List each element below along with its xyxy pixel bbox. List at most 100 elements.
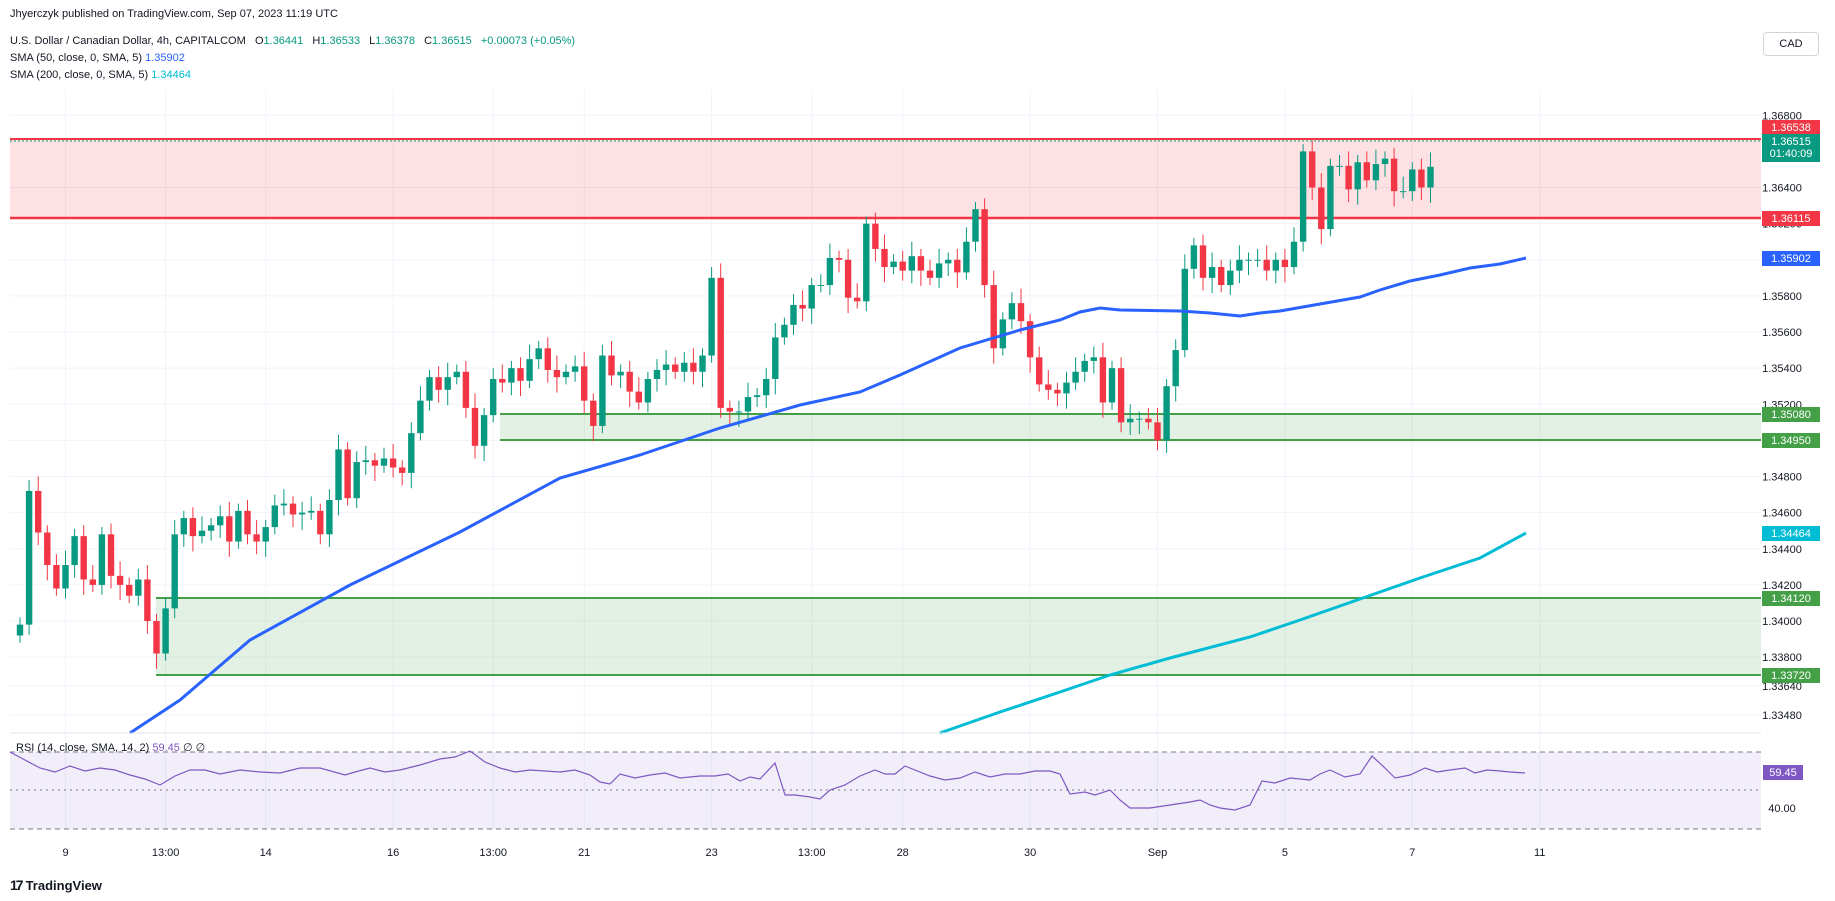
x-tick-label: 13:00 — [479, 847, 507, 859]
candle-body — [553, 369, 561, 378]
rsi-tick-label: 40.00 — [1768, 803, 1796, 815]
x-tick-label: 5 — [1282, 847, 1288, 859]
candle-body — [626, 371, 633, 392]
candle-body — [826, 257, 834, 286]
x-tick-label: 11 — [1534, 847, 1545, 859]
y-tick-label: 1.33640 — [1762, 681, 1802, 693]
sma200-legend[interactable]: SMA (200, close, 0, SMA, 5) 1.34464 — [10, 69, 191, 81]
price-tag: 1.34120 — [1762, 591, 1820, 606]
candle-body — [1245, 259, 1252, 261]
candle-body — [1390, 158, 1398, 192]
candle-body — [662, 364, 670, 370]
candle-body — [1272, 259, 1279, 271]
y-tick-label: 1.36800 — [1762, 110, 1802, 122]
price-tag: 1.35080 — [1762, 407, 1820, 422]
candle-body — [917, 256, 925, 271]
x-tick-label: 16 — [387, 847, 399, 859]
support-zone-lower — [156, 598, 1761, 675]
candle-body — [1172, 350, 1179, 387]
high-label: H — [312, 35, 321, 47]
candle-body — [972, 209, 979, 242]
candle-body — [681, 362, 688, 372]
candle-body — [335, 449, 342, 501]
candle-body — [844, 259, 852, 298]
candle-body — [189, 518, 197, 537]
candle-body — [772, 337, 779, 379]
candle-body — [308, 510, 315, 513]
candle-body — [98, 534, 106, 585]
y-tick-label: 1.35400 — [1762, 363, 1802, 375]
price-tag: 1.34950 — [1762, 433, 1820, 448]
candle-body — [426, 377, 433, 401]
candle-body — [80, 536, 87, 580]
candle-body — [1045, 384, 1052, 390]
low-value: 1.36378 — [375, 35, 416, 47]
candle-body — [1400, 191, 1407, 193]
candle-body — [872, 223, 879, 249]
candle-body — [571, 366, 579, 372]
open-label: O — [254, 35, 264, 47]
candle-body — [116, 575, 124, 585]
candle-body — [1108, 368, 1116, 403]
candle-body — [1036, 357, 1043, 385]
candle-body — [562, 371, 570, 378]
time-axis: 9 13:00 14 16 13:00 21 23 13:00 28 30 Sep 5 7 11 — [62, 847, 1545, 859]
rsi-axis: 40.00 — [1768, 803, 1796, 815]
candle-body — [344, 449, 351, 499]
candle-body — [672, 364, 679, 372]
y-tick-label: 1.33480 — [1762, 710, 1802, 722]
candle-body — [44, 532, 51, 566]
candle-body — [653, 369, 661, 379]
candle-body — [262, 527, 269, 542]
candle-body — [235, 510, 242, 542]
candle-body — [1336, 165, 1343, 167]
candle-body — [1117, 368, 1125, 423]
candle-body — [817, 285, 824, 287]
publish-info: Jhyerczyk published on TradingView.com, … — [10, 8, 338, 20]
candle-body — [499, 378, 506, 383]
candle-body — [1063, 382, 1070, 394]
y-tick-label: 1.33800 — [1762, 652, 1802, 664]
candle-body — [1381, 158, 1389, 165]
brand-footer: 17 TradingView — [10, 877, 102, 893]
candle-body — [389, 458, 397, 468]
sma50-value: 1.35902 — [145, 52, 185, 64]
candle-body — [954, 259, 961, 273]
candle-body — [1054, 389, 1061, 394]
candle-body — [1345, 165, 1352, 190]
candles-layer — [16, 140, 1434, 669]
candle-body — [808, 285, 815, 309]
x-tick-label: 30 — [1024, 847, 1036, 859]
open-value: 1.36441 — [263, 35, 304, 47]
candle-body — [1318, 187, 1325, 230]
candle-body — [1090, 357, 1097, 361]
candle-body — [180, 518, 187, 535]
price-tag: 1.36515 01:40:09 — [1762, 134, 1820, 162]
candle-body — [708, 277, 715, 356]
candle-body — [699, 355, 706, 372]
symbol-header: U.S. Dollar / Canadian Dollar, 4h, CAPIT… — [10, 35, 581, 47]
candle-body — [1309, 151, 1316, 188]
candle-body — [608, 355, 615, 376]
candle-body — [735, 411, 743, 413]
candle-body — [107, 534, 115, 576]
candle-body — [1181, 268, 1188, 351]
candle-body — [935, 263, 943, 278]
sma50-legend[interactable]: SMA (50, close, 0, SMA, 5) 1.35902 — [10, 52, 185, 64]
price-tag-countdown: 01:40:09 — [1769, 148, 1813, 160]
candle-body — [890, 261, 897, 268]
candle-body — [1418, 169, 1425, 188]
candle-body — [144, 579, 151, 622]
candle-body — [490, 378, 497, 416]
candle-body — [444, 377, 451, 390]
candle-body — [763, 378, 770, 396]
y-tick-label: 1.34800 — [1762, 472, 1802, 484]
currency-button[interactable]: CAD — [1763, 32, 1819, 56]
rsi-legend[interactable]: RSI (14, close, SMA, 14, 2) 59.45 ∅ ∅ — [16, 741, 205, 754]
y-tick-label: 1.35600 — [1762, 327, 1802, 339]
candle-body — [690, 362, 697, 372]
candle-body — [462, 371, 470, 408]
rsi-label-text: RSI (14, close, SMA, 14, 2) — [16, 742, 150, 754]
x-tick-label: 13:00 — [798, 847, 826, 859]
